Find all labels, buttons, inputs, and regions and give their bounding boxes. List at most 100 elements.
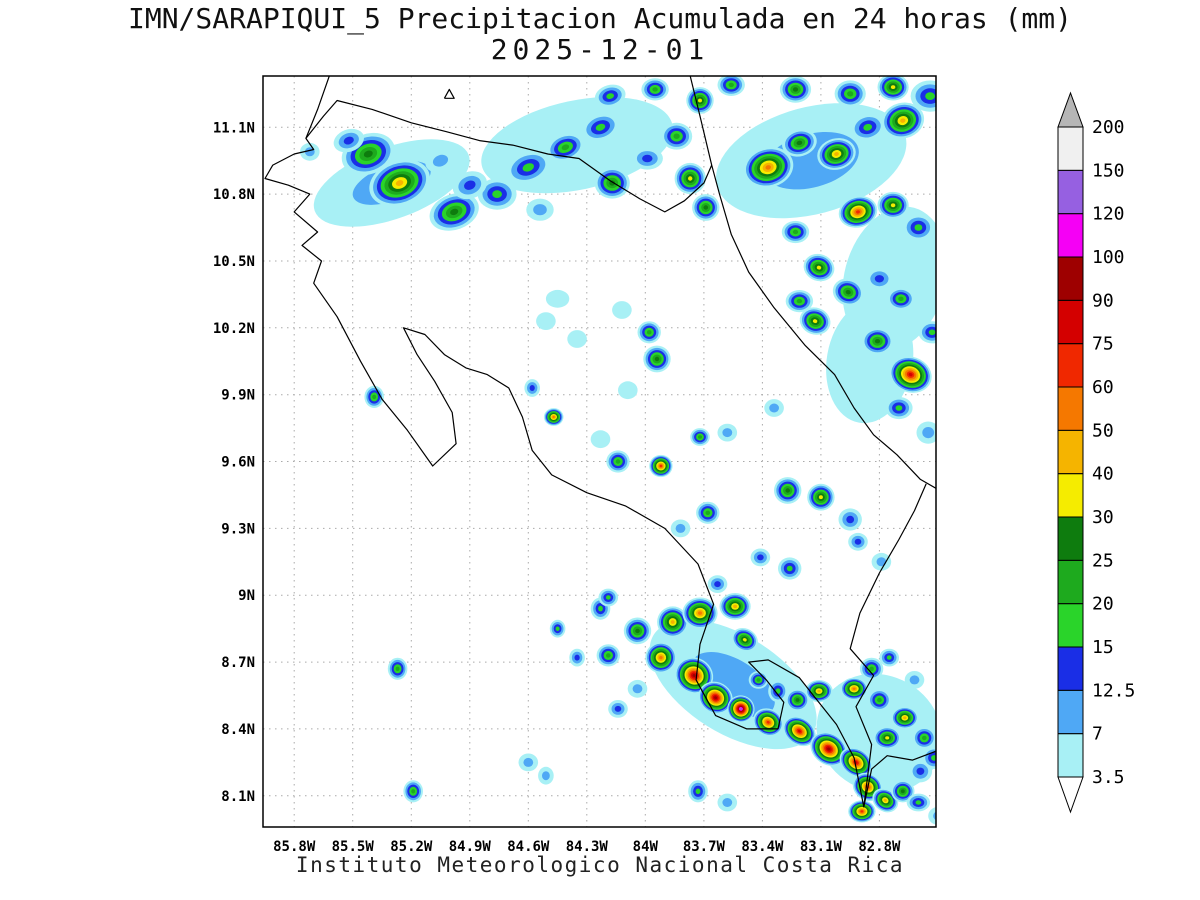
precip-cell (891, 780, 915, 803)
precip-cell (643, 345, 671, 373)
precip-level-ring (722, 798, 733, 807)
precip-level-ring (785, 488, 790, 493)
precip-level-ring (545, 289, 570, 308)
precip-level-ring (659, 655, 663, 660)
precip-level-ring (673, 133, 680, 139)
precip-cell (865, 267, 894, 290)
precip-cell (698, 681, 733, 714)
precip-cell (912, 726, 936, 750)
colorbar-label: 30 (1092, 507, 1114, 528)
colorbar-band (1057, 386, 1084, 431)
precip-cell (910, 80, 936, 112)
precip-cell (567, 330, 587, 348)
precip-cell (928, 807, 936, 825)
colorbar-label: 25 (1092, 550, 1114, 571)
precip-cell (764, 399, 784, 417)
precip-cell (590, 430, 611, 449)
precip-cell (782, 129, 817, 157)
precip-level-ring (698, 98, 702, 103)
precip-level-ring (796, 298, 803, 304)
precip-cell (873, 726, 901, 750)
precip-level-ring (612, 301, 632, 319)
precip-cell (692, 194, 720, 221)
precip-cell (649, 454, 673, 478)
precip-level-ring (883, 798, 887, 802)
y-tick-label: 10.8N (213, 187, 255, 203)
x-tick-label: 84.3W (566, 839, 609, 855)
colorbar-band (1057, 733, 1084, 778)
precip-cell (538, 766, 554, 785)
precip-level-ring (395, 666, 400, 671)
precip-cell (707, 575, 728, 593)
x-tick-label: 84.6W (507, 839, 550, 855)
precip-cell (887, 287, 915, 310)
precip-level-ring (792, 229, 799, 235)
precip-level-ring (363, 150, 373, 158)
precip-level-ring (900, 789, 905, 794)
precip-level-ring (533, 204, 547, 216)
precip-cell (817, 138, 856, 170)
precip-level-ring (646, 330, 652, 335)
precip-cell (596, 644, 620, 667)
precip-cell (861, 327, 894, 355)
y-tick-label: 9N (238, 588, 255, 604)
precip-cell (881, 102, 925, 139)
x-tick-label: 84W (633, 839, 659, 855)
colorbar-label: 40 (1092, 464, 1114, 485)
precip-cell (838, 196, 878, 228)
precip-cell (803, 253, 835, 282)
precip-level-ring (728, 82, 734, 88)
precip-cell (670, 519, 691, 538)
precip-level-ring (606, 653, 611, 658)
precip-level-ring (450, 208, 459, 216)
precip-level-ring (885, 736, 890, 740)
precip-level-ring (769, 403, 779, 413)
precip-level-ring (852, 687, 856, 690)
precip-level-ring (818, 495, 823, 500)
precip-cell (369, 159, 430, 207)
precip-cell (902, 214, 935, 241)
colorbar-label: 7 (1092, 724, 1103, 745)
precip-cell (545, 289, 570, 308)
precip-level-ring (797, 729, 801, 733)
precip-level-ring (933, 811, 936, 821)
chart-date: 2025-12-01 (490, 33, 710, 66)
lake-island (443, 88, 455, 99)
colorbar-band (1057, 473, 1084, 518)
colorbar-over-triangle (1057, 91, 1084, 128)
precip-level-ring (886, 655, 892, 660)
precip-level-ring (909, 675, 920, 685)
precip-cell (682, 597, 718, 629)
y-tick-label: 10.5N (213, 254, 255, 270)
precip-level-ring (765, 165, 771, 170)
precip-level-ring (703, 205, 709, 210)
precip-cell (333, 128, 364, 153)
colorbar-band (1057, 603, 1084, 648)
precip-cell (748, 671, 769, 689)
precip-level-ring (928, 807, 936, 825)
precip-cell (768, 680, 788, 703)
precip-cell (364, 385, 385, 408)
precip-level-ring (590, 430, 611, 449)
precip-cell (543, 408, 564, 426)
chart-title: IMN/SARAPIQUI_5 Precipitacion Acumulada … (127, 2, 1072, 35)
precip-cell (838, 508, 862, 531)
precip-cell (524, 379, 540, 397)
precip-level-ring (792, 87, 799, 92)
precip-level-ring (642, 154, 653, 163)
precip-level-ring (595, 123, 606, 131)
precip-level-ring (688, 176, 693, 181)
precip-cell (778, 557, 802, 580)
precip-level-ring (529, 385, 535, 391)
precip-cell (826, 299, 914, 424)
precip-level-ring (561, 144, 570, 151)
precip-level-ring (796, 140, 803, 146)
precip-level-ring (692, 673, 696, 678)
precip-cell (731, 627, 758, 652)
precip-level-ring (705, 510, 711, 515)
precip-level-ring (714, 696, 718, 700)
x-tick-label: 85.8W (273, 839, 316, 855)
precip-level-ring (574, 654, 580, 661)
precip-level-ring (654, 356, 660, 362)
precip-cell (717, 423, 738, 442)
